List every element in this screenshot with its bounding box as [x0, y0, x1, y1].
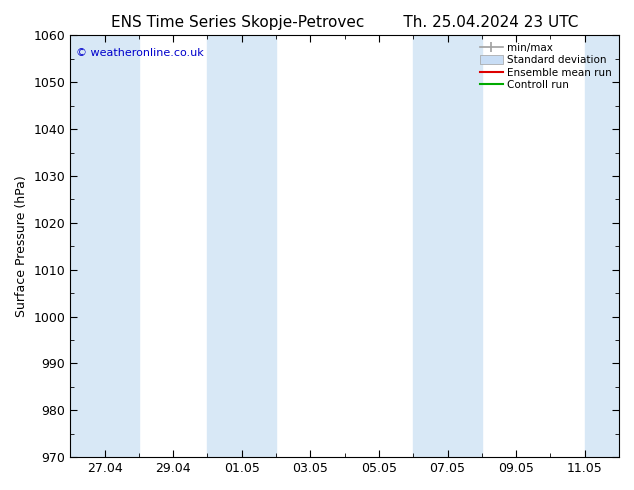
Text: © weatheronline.co.uk: © weatheronline.co.uk	[76, 48, 204, 58]
Bar	[70, 35, 139, 457]
Bar	[585, 35, 619, 457]
Legend: min/max, Standard deviation, Ensemble mean run, Controll run: min/max, Standard deviation, Ensemble me…	[478, 41, 614, 93]
Y-axis label: Surface Pressure (hPa): Surface Pressure (hPa)	[15, 175, 28, 317]
Title: ENS Time Series Skopje-Petrovec        Th. 25.04.2024 23 UTC: ENS Time Series Skopje-Petrovec Th. 25.0…	[111, 15, 578, 30]
Bar	[207, 35, 276, 457]
Bar	[413, 35, 482, 457]
